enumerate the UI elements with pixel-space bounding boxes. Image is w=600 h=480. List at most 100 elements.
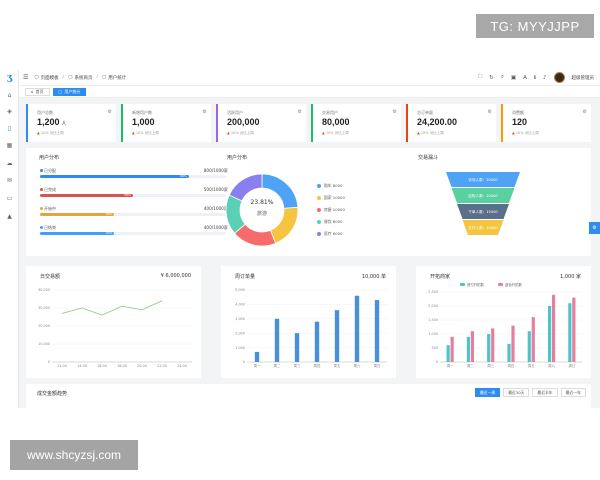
gear-icon[interactable]: ⚙ xyxy=(202,109,207,115)
chart-title: 开拓商家 xyxy=(430,274,451,280)
stat-value: 200,000 xyxy=(227,117,260,127)
tab-home[interactable]: ⌂ 首页 xyxy=(25,87,50,96)
legend-label: 医疗 6000 xyxy=(324,231,343,236)
breadcrumb-item[interactable]: 页面模板 xyxy=(40,75,59,81)
cube-icon[interactable]: ◈ xyxy=(7,108,12,115)
stat-label: 活跃用户 xyxy=(227,110,243,115)
grouped-bar-chart: 0 500 1,000 1,500 2,000 2,500 周一 周二 周三 周四 周五 周六 周日 首付… xyxy=(428,282,582,368)
bar xyxy=(374,300,380,362)
gear-icon[interactable]: ⚙ xyxy=(582,109,587,115)
breadcrumb-item[interactable]: 系统商页 xyxy=(74,75,93,81)
x-tick-label: 12:00 xyxy=(57,364,67,368)
legend-swatch xyxy=(317,232,321,236)
y-tick-label: 20,000 xyxy=(38,324,50,328)
chart-total: 10,000 单 xyxy=(361,274,386,280)
bell-icon[interactable]: ♪ xyxy=(542,74,547,81)
bar-series-b xyxy=(531,317,535,362)
funnel-title: 交易漏斗 xyxy=(418,155,439,161)
settings-icon[interactable]: ▲ xyxy=(7,213,12,220)
avatar[interactable] xyxy=(553,72,565,83)
weekly-orders-panel: 周订单量 10,000 单 0 1,000 2,000 3,000 4,000 5,000… xyxy=(221,266,396,378)
chart-title: 日交易额 xyxy=(40,274,61,280)
legend-swatch xyxy=(317,196,321,200)
stat-value: 24,200.00 xyxy=(417,117,458,127)
bar-series-a xyxy=(568,303,572,362)
progress-value: 400/1000家 xyxy=(203,225,228,230)
watermark-bottom: www.shcyzsj.com xyxy=(10,440,138,470)
donut-chart xyxy=(225,173,299,247)
menu-toggle-icon[interactable]: ☰ xyxy=(23,74,29,81)
stat-label: 交易用户 xyxy=(322,110,338,115)
legend-label: 蓝色开拓数 xyxy=(505,282,523,287)
tab-user-stats[interactable]: ▢ 用户统计 xyxy=(52,87,87,96)
stat-label: 消费额 xyxy=(512,110,524,115)
home-icon[interactable]: ⌂ xyxy=(7,92,12,99)
funnel-layer xyxy=(446,172,520,187)
progress-fill: 80% xyxy=(40,174,189,178)
legend-swatch xyxy=(317,184,321,188)
x-tick-label: 周一 xyxy=(254,363,261,368)
line-chart: 0 10,000 20,000 30,000 40,000 12:00 14:00 16:00… xyxy=(38,288,192,368)
y-tick-label: 30,000 xyxy=(38,306,50,310)
search-icon[interactable]: ⌕ xyxy=(500,74,504,80)
progress-label: 已结束 xyxy=(44,225,56,230)
cloud-icon[interactable]: ☁ xyxy=(6,160,13,167)
range-30days-button[interactable]: 最近30天 xyxy=(503,388,530,397)
translate-icon[interactable]: A xyxy=(523,74,527,81)
document-icon[interactable]: ▯ xyxy=(7,125,12,132)
progress-label: 开始中 xyxy=(44,206,56,211)
tabs-bar: ⌂ 首页 ▢ 用户统计 xyxy=(19,86,600,98)
stat-card-total-orders: 总订单量 ⚙ 24,200.00 ▲ 10% 对比上周 xyxy=(406,104,496,142)
range-year-button[interactable]: 最近一年 xyxy=(560,388,586,397)
bar xyxy=(274,318,280,362)
stat-value: 1,200 人 xyxy=(37,117,67,127)
y-tick-label: 4,000 xyxy=(235,303,245,307)
donut-slice xyxy=(228,173,263,202)
gear-icon[interactable]: ⚙ xyxy=(107,109,112,115)
layout-icon[interactable]: ▣ xyxy=(510,74,517,81)
funnel-label: 加购人数：20000 xyxy=(468,193,498,198)
daily-trade-panel: 日交易额 ¥ 6,000,000 0 10,000 20,000 30,000 40,0… xyxy=(26,266,201,378)
donut-center-label: 旅游 xyxy=(256,211,267,217)
page-icon: ▢ xyxy=(34,75,39,80)
legend-swatch xyxy=(498,283,503,286)
legend-swatch xyxy=(317,220,321,224)
fullscreen-icon[interactable]: ⛶ xyxy=(478,74,483,80)
bar-series-b xyxy=(572,297,576,362)
user-name[interactable]: 超级管理员 xyxy=(571,75,595,81)
grid-icon[interactable]: ▦ xyxy=(6,142,13,149)
y-tick-label: 40,000 xyxy=(38,288,50,292)
funnel-layer xyxy=(457,204,509,219)
progress-percent: 50% xyxy=(124,193,131,197)
x-tick-label: 16:00 xyxy=(97,364,107,368)
lock-icon[interactable]: ℹ xyxy=(533,74,536,81)
bar-series-a xyxy=(466,336,471,362)
x-tick-label: 24:00 xyxy=(177,364,187,368)
y-tick-label: 1,000 xyxy=(428,332,438,336)
bar-series-b xyxy=(450,336,454,362)
legend-swatch xyxy=(317,208,321,212)
refresh-icon[interactable]: ↻ xyxy=(489,74,494,81)
bar-series-b xyxy=(470,331,475,362)
gear-icon[interactable]: ⚙ xyxy=(297,109,302,115)
range-week-button[interactable]: 最近一周 xyxy=(475,388,501,397)
side-settings-button[interactable]: ⚙ xyxy=(589,222,600,234)
home-icon: ⌂ xyxy=(31,89,34,94)
status-dot xyxy=(40,169,43,172)
gear-icon[interactable]: ⚙ xyxy=(392,109,397,115)
mail-icon[interactable]: ✉ xyxy=(6,177,13,184)
trend-title: 成交金额趋势 xyxy=(37,391,68,397)
x-tick-label: 周五 xyxy=(334,363,341,368)
breadcrumb-separator: / xyxy=(96,75,98,80)
folder-icon[interactable]: ▭ xyxy=(6,195,13,202)
status-dot xyxy=(40,188,43,191)
breadcrumb-separator: / xyxy=(62,75,65,80)
stat-value: 80,000 xyxy=(322,117,350,127)
dashboard-app: ʒ ⌂ ◈ ▯ ▦ ☁ ✉ ▭ ▲ ☰ ▢ 页面模板 / ▢ 系统商页 / ▢ … xyxy=(0,70,600,408)
stat-label: 总订单量 xyxy=(417,110,433,115)
y-tick-label: 10,000 xyxy=(38,342,50,346)
range-halfyear-button[interactable]: 最近半年 xyxy=(532,388,558,397)
funnel-layer xyxy=(451,188,515,203)
progress-percent: 80% xyxy=(180,174,187,178)
gear-icon[interactable]: ⚙ xyxy=(487,109,492,115)
